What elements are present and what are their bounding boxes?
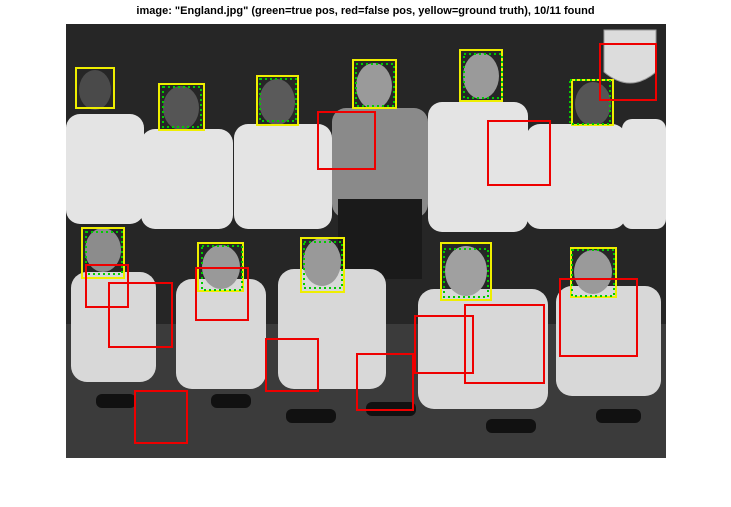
goalkeeper-shorts — [338, 199, 422, 279]
false-positive-box — [85, 264, 129, 308]
false-positive-box — [195, 267, 249, 321]
true-positive-box — [443, 248, 489, 298]
false-positive-box — [487, 120, 551, 186]
ground-truth-box — [300, 237, 345, 293]
false-positive-box — [317, 111, 376, 170]
figure-title: image: "England.jpg" (green=true pos, re… — [136, 5, 595, 17]
ground-truth-box — [570, 247, 617, 298]
ground-truth-box — [81, 227, 125, 279]
false-positive-box — [108, 282, 173, 348]
false-positive-box — [134, 390, 188, 444]
true-positive-box — [162, 86, 202, 128]
ground-truth-box — [75, 67, 115, 109]
ground-truth-box — [158, 83, 205, 131]
crest-badge — [603, 29, 657, 84]
ground-truth-box — [440, 242, 492, 301]
image-canvas — [66, 24, 666, 458]
goalkeeper-jersey — [332, 108, 428, 218]
back-row-heads — [79, 53, 611, 130]
false-positive-box — [356, 353, 414, 411]
true-positive-box — [85, 231, 123, 275]
false-positive-box — [414, 315, 474, 374]
true-positive-box — [571, 249, 615, 297]
ground-truth-box — [256, 75, 299, 126]
image-axes — [66, 24, 666, 458]
front-row-players — [71, 269, 661, 409]
true-positive-box — [569, 79, 611, 125]
true-positive-box — [303, 241, 343, 289]
false-positive-box — [265, 338, 319, 392]
true-positive-box — [259, 78, 297, 122]
true-positive-box — [463, 53, 503, 99]
false-positive-box — [559, 278, 638, 357]
false-positive-box — [464, 304, 545, 384]
ground-truth-box — [352, 59, 397, 109]
false-positive-box — [599, 43, 657, 101]
ground-truth-box — [459, 49, 503, 102]
false-positive-boxes — [85, 43, 657, 444]
